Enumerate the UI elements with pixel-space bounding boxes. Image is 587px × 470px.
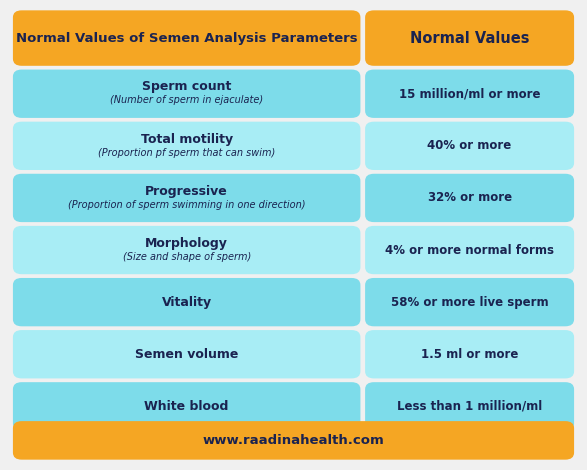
Text: (Proportion pf sperm that can swim): (Proportion pf sperm that can swim) bbox=[98, 148, 275, 157]
Text: Normal Values: Normal Values bbox=[410, 31, 529, 46]
Text: 1.5 ml or more: 1.5 ml or more bbox=[421, 348, 518, 361]
Text: 32% or more: 32% or more bbox=[427, 191, 512, 204]
FancyBboxPatch shape bbox=[365, 226, 574, 274]
Text: White blood: White blood bbox=[144, 400, 229, 413]
FancyBboxPatch shape bbox=[13, 330, 360, 378]
FancyBboxPatch shape bbox=[13, 10, 360, 66]
Text: Sperm count: Sperm count bbox=[142, 80, 231, 94]
Text: 40% or more: 40% or more bbox=[427, 139, 512, 152]
FancyBboxPatch shape bbox=[365, 174, 574, 222]
FancyBboxPatch shape bbox=[13, 122, 360, 170]
FancyBboxPatch shape bbox=[13, 226, 360, 274]
Text: Morphology: Morphology bbox=[145, 237, 228, 250]
FancyBboxPatch shape bbox=[13, 278, 360, 326]
Text: www.raadinahealth.com: www.raadinahealth.com bbox=[203, 434, 384, 447]
Text: (Number of sperm in ejaculate): (Number of sperm in ejaculate) bbox=[110, 95, 263, 105]
FancyBboxPatch shape bbox=[13, 421, 574, 460]
Text: Normal Values of Semen Analysis Parameters: Normal Values of Semen Analysis Paramete… bbox=[16, 31, 357, 45]
FancyBboxPatch shape bbox=[365, 70, 574, 118]
FancyBboxPatch shape bbox=[365, 382, 574, 431]
Text: Less than 1 million/ml: Less than 1 million/ml bbox=[397, 400, 542, 413]
FancyBboxPatch shape bbox=[13, 382, 360, 431]
Text: 15 million/ml or more: 15 million/ml or more bbox=[399, 87, 541, 100]
FancyBboxPatch shape bbox=[365, 278, 574, 326]
Text: (Proportion of sperm swimming in one direction): (Proportion of sperm swimming in one dir… bbox=[68, 200, 305, 210]
FancyBboxPatch shape bbox=[365, 330, 574, 378]
Text: 58% or more live sperm: 58% or more live sperm bbox=[391, 296, 548, 309]
FancyBboxPatch shape bbox=[365, 122, 574, 170]
Text: (Size and shape of sperm): (Size and shape of sperm) bbox=[123, 252, 251, 262]
Text: Vitality: Vitality bbox=[161, 296, 212, 309]
FancyBboxPatch shape bbox=[13, 174, 360, 222]
Text: Semen volume: Semen volume bbox=[135, 348, 238, 361]
Text: Progressive: Progressive bbox=[146, 185, 228, 198]
FancyBboxPatch shape bbox=[365, 10, 574, 66]
FancyBboxPatch shape bbox=[13, 70, 360, 118]
Text: 4% or more normal forms: 4% or more normal forms bbox=[385, 243, 554, 257]
Text: Total motility: Total motility bbox=[141, 133, 232, 146]
